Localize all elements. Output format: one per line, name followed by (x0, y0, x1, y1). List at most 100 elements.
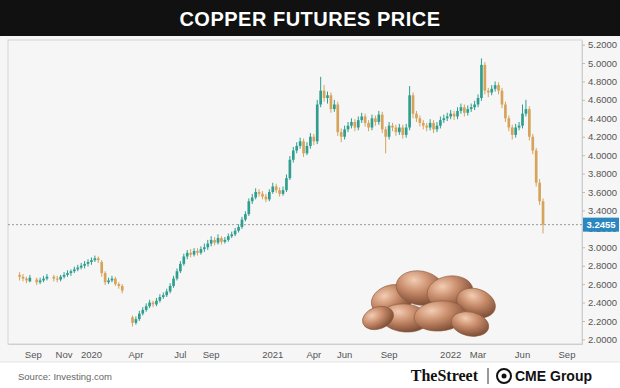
candle (295, 142, 298, 153)
candle (182, 254, 185, 266)
candle (521, 104, 524, 128)
y-axis: 2.00002.20002.40002.60002.80003.00003.20… (582, 39, 617, 345)
candle-body (241, 220, 244, 227)
candle-body (514, 128, 517, 135)
candle-wick (248, 198, 249, 216)
candle-wick (53, 275, 54, 281)
candle (518, 122, 521, 130)
y-tick: 3.0000 (582, 242, 617, 253)
candle-wick (395, 125, 396, 136)
candle (446, 113, 449, 121)
candle (442, 115, 445, 123)
candle-body (395, 128, 398, 133)
candle (312, 134, 315, 145)
candle-body (94, 258, 97, 260)
candle-body (456, 111, 459, 117)
last-price-label: 3.2455 (583, 218, 619, 232)
candle-body (401, 128, 404, 135)
candle (210, 236, 213, 246)
candle (83, 261, 86, 268)
candle-body (35, 280, 38, 283)
x-tick: Jun (515, 344, 530, 360)
candle (227, 233, 230, 241)
candle-body (504, 104, 507, 118)
candle (374, 116, 377, 126)
candle-wick (111, 276, 112, 282)
copper-nugget (449, 308, 491, 339)
candle-wick (64, 272, 65, 278)
candle-wick (443, 115, 444, 123)
y-tick: 2.2000 (582, 316, 617, 327)
logo-ring (497, 369, 511, 383)
candle (391, 123, 394, 131)
candle-body (470, 107, 473, 109)
candle (165, 289, 168, 297)
y-tick: 3.8000 (582, 168, 617, 179)
candle-wick (245, 211, 246, 221)
candle-wick (324, 85, 325, 102)
candle-wick (313, 134, 314, 145)
candle (299, 138, 302, 149)
candle-body (169, 286, 172, 292)
candle (449, 110, 452, 119)
cme-logo-icon (497, 369, 511, 383)
candle-body (217, 238, 220, 243)
x-tick-label: Sep (559, 349, 576, 360)
candle-wick (495, 81, 496, 91)
y-tick-label: 4.6000 (588, 94, 617, 105)
candle (155, 298, 158, 306)
candle-body (473, 104, 476, 107)
candle (29, 275, 32, 282)
candle-body (155, 301, 158, 305)
footer-divider (0, 362, 620, 363)
candle (285, 174, 288, 192)
candle (347, 122, 350, 132)
candle-wick (413, 93, 414, 119)
candle-body (425, 126, 428, 128)
candle-body (487, 91, 490, 93)
x-tick: Jun (337, 344, 352, 360)
candle-body (408, 95, 411, 127)
candle-wick (29, 275, 30, 282)
candle-wick (385, 127, 386, 154)
y-tick-label: 3.6000 (588, 187, 617, 198)
candle (501, 88, 504, 108)
candle-body (312, 137, 315, 142)
candle (247, 198, 250, 216)
candle (241, 217, 244, 229)
candle (336, 102, 339, 136)
y-tick-mark (582, 321, 585, 322)
candle-wick (419, 116, 420, 127)
candle-body (405, 128, 408, 135)
candle-body (227, 236, 230, 240)
candle (497, 82, 500, 94)
candle-wick (187, 250, 188, 259)
candle (484, 62, 487, 94)
y-tick: 2.8000 (582, 260, 617, 271)
x-tick: Sep (381, 344, 398, 360)
candle (258, 189, 261, 196)
candle-body (73, 269, 76, 271)
y-tick-mark (582, 81, 585, 82)
candle-body (42, 279, 45, 281)
candle-wick (74, 267, 75, 273)
candle-body (251, 198, 254, 202)
candle (388, 122, 391, 140)
candle-wick (190, 249, 191, 257)
candle-wick (498, 82, 499, 94)
candle (415, 111, 418, 122)
candle (466, 105, 469, 115)
x-tick: Apr (306, 344, 321, 360)
candle (432, 120, 435, 133)
candle-wick (327, 92, 328, 104)
candle-body (422, 123, 425, 126)
candle (401, 125, 404, 139)
source-text: Source: Investing.com (18, 371, 112, 382)
candle-body (384, 129, 387, 136)
candle (470, 104, 473, 112)
candle-wick (532, 134, 533, 154)
candle (141, 307, 144, 315)
candle (477, 94, 480, 107)
candle-wick (337, 102, 338, 136)
candle-body (388, 126, 391, 137)
